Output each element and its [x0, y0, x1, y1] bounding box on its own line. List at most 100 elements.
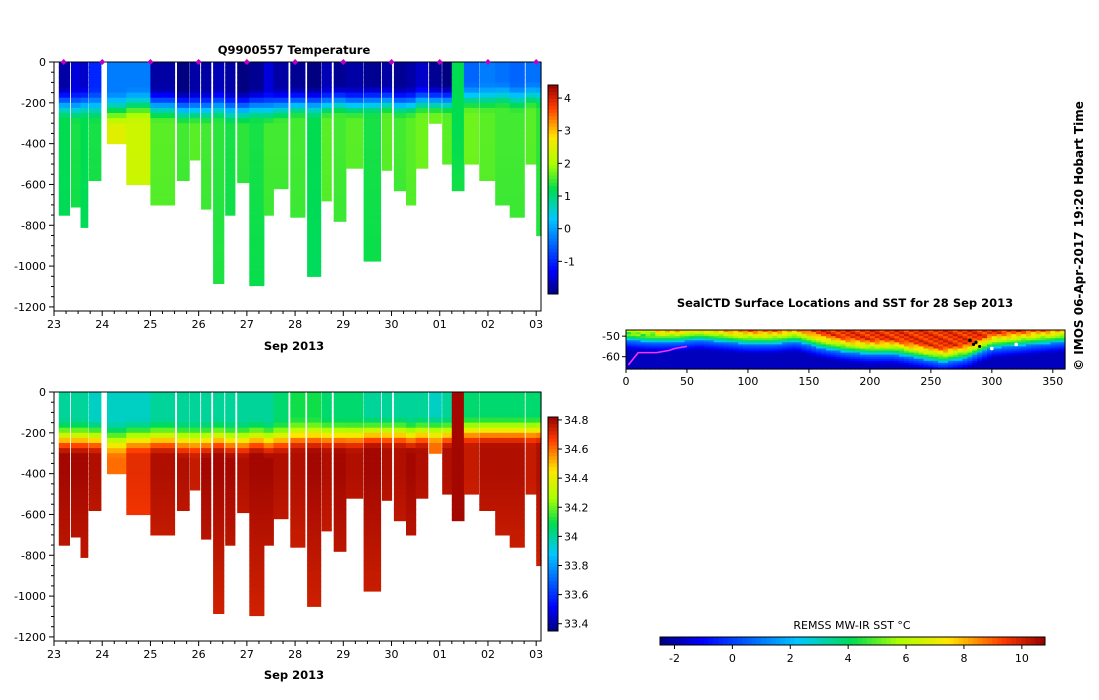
sst-cell	[845, 360, 851, 364]
salinity-cell	[363, 529, 382, 536]
salinity-cell	[80, 468, 89, 475]
salinity-cell	[213, 601, 225, 607]
temperature-cell	[190, 143, 201, 150]
salinity-cell	[177, 504, 190, 510]
imos-credit: © IMOS 06-Apr-2017 19:20 Hobart Time	[1072, 101, 1086, 371]
salinity-cell	[263, 443, 274, 449]
sst-colorbar-swatch	[703, 637, 709, 645]
sst-cell	[967, 330, 973, 333]
sst-cell	[708, 352, 715, 356]
salinity-cell	[363, 412, 382, 419]
temperature-cell	[290, 97, 306, 104]
sst-cell	[850, 362, 856, 366]
sst-cell	[1006, 344, 1012, 348]
salinity-cell	[177, 443, 190, 449]
colorbar-swatch	[548, 199, 558, 204]
sst-cell	[962, 334, 969, 337]
sst-cell	[879, 338, 886, 341]
salinity-cell	[363, 468, 382, 475]
temperature-cell	[451, 184, 465, 191]
sst-cell	[1060, 338, 1066, 341]
temperature-cell	[190, 138, 201, 145]
salinity-cell	[321, 458, 332, 464]
sst-cell	[972, 344, 978, 348]
sst-cell	[947, 364, 954, 368]
temperature-cell	[321, 133, 332, 140]
salinity-cell	[442, 432, 453, 439]
map-y-ticks: -50-60	[602, 330, 626, 364]
colorbar-swatch	[548, 206, 558, 211]
sst-cell	[938, 336, 944, 339]
temperature-cell	[126, 72, 151, 78]
sst-cell	[855, 354, 861, 358]
salinity-cell	[150, 494, 176, 500]
salinity-cell	[177, 417, 190, 424]
sst-cell	[699, 350, 705, 354]
colorbar-swatch	[548, 172, 558, 177]
sst-cell	[972, 334, 978, 337]
sst-colorbar-swatch	[761, 637, 767, 645]
sst-cell	[826, 348, 832, 352]
salinity-cell	[307, 453, 322, 459]
salinity-cell	[525, 427, 539, 434]
sst-cell	[713, 356, 720, 360]
map-x-tick-label: 350	[1042, 375, 1063, 388]
temperature-cell	[406, 164, 417, 170]
colorbar-swatch	[548, 262, 558, 267]
sst-cell	[728, 334, 734, 337]
salinity-cell	[429, 432, 442, 439]
salinity-cell	[107, 463, 130, 470]
salinity-cell	[536, 529, 542, 536]
sst-cell	[962, 348, 969, 352]
temperature-cell	[451, 62, 465, 68]
sst-cell	[933, 336, 939, 339]
temperature-cell	[509, 169, 525, 175]
sst-cell	[899, 332, 905, 335]
salinity-cell	[406, 468, 417, 475]
salinity-cell	[150, 478, 176, 485]
salinity-cell	[393, 417, 407, 424]
sst-cell	[791, 334, 798, 337]
sst-cell	[923, 350, 929, 354]
sst-cell	[626, 366, 632, 370]
salinity-cell	[406, 509, 417, 516]
sst-cell	[933, 356, 939, 360]
colorbar-swatch	[548, 620, 558, 625]
sst-cell	[821, 358, 827, 362]
temperature-cell	[381, 62, 393, 68]
sst-cell	[874, 336, 881, 339]
temperature-cell	[463, 118, 479, 124]
sst-cell	[1016, 346, 1022, 350]
salinity-cell	[58, 437, 70, 444]
sst-cell	[933, 348, 939, 352]
sst-colorbar-swatch	[876, 637, 882, 645]
sst-cell	[718, 342, 725, 345]
sst-cell	[869, 332, 876, 335]
temperature-cell	[415, 118, 429, 124]
salinity-cell	[190, 437, 201, 444]
sst-cell	[947, 334, 954, 337]
sst-cell	[679, 350, 686, 354]
sst-cell	[913, 334, 920, 337]
salinity-cell	[536, 499, 542, 505]
sst-cell	[1030, 340, 1037, 343]
salinity-cell	[479, 427, 497, 434]
temperature-cell	[442, 77, 453, 83]
sst-cell	[1021, 360, 1027, 364]
sst-cell	[1021, 344, 1027, 348]
sst-cell	[801, 332, 808, 335]
salinity-cell	[263, 397, 274, 403]
sst-cell	[821, 332, 827, 335]
sst-cell	[694, 334, 700, 337]
temperature-cell	[177, 164, 190, 170]
salinity-cell	[479, 478, 497, 485]
sst-cell	[728, 352, 734, 356]
salinity-cell	[177, 432, 190, 439]
temperature-cell	[321, 67, 332, 73]
temperature-cell	[80, 169, 89, 175]
sst-cell	[977, 362, 983, 366]
salinity-cell	[213, 540, 225, 546]
sst-cell	[635, 336, 642, 339]
colorbar-swatch	[548, 193, 558, 197]
sst-cell	[947, 362, 954, 366]
